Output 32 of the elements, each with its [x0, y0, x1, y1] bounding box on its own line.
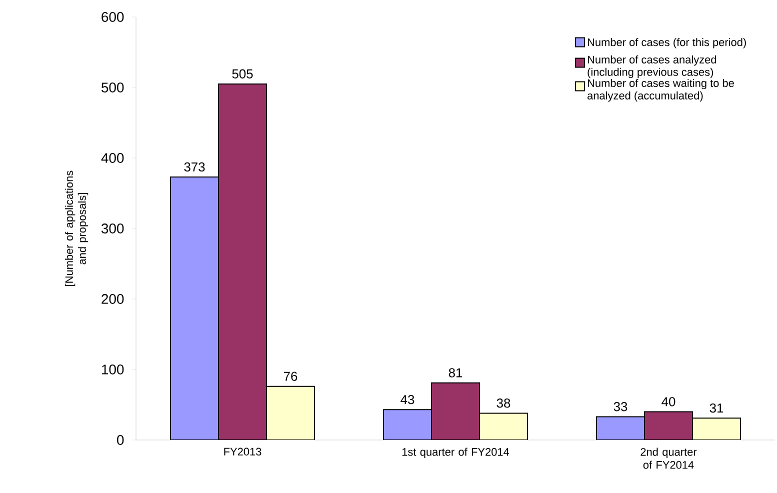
- x-tick-label: 2nd quarter of FY2014: [640, 448, 697, 469]
- bar: [644, 411, 694, 440]
- data-label: 31: [710, 403, 724, 413]
- y-tick-label: 400: [101, 153, 124, 163]
- data-label: 38: [496, 398, 510, 408]
- legend-label: Number of cases (for this period): [588, 38, 746, 48]
- y-tick-label: 600: [102, 12, 124, 22]
- data-label: 33: [614, 402, 628, 412]
- x-tick-label: 1st quarter of FY2014: [402, 448, 510, 458]
- bar: [218, 83, 268, 440]
- bar: [383, 409, 432, 440]
- bar: [479, 412, 528, 440]
- data-label: 43: [400, 394, 414, 404]
- x-tick-label: FY2013: [224, 448, 262, 456]
- y-tick-label: 100: [102, 364, 124, 374]
- bar: [596, 416, 646, 440]
- data-label: 81: [448, 368, 462, 378]
- y-tick-label: 200: [102, 294, 124, 304]
- data-label: 76: [284, 372, 298, 381]
- bar: [170, 176, 219, 440]
- y-axis-title: [Number of applications and proposals]: [64, 170, 88, 286]
- data-label: 373: [184, 162, 205, 172]
- data-label: 40: [662, 397, 676, 406]
- bar: [266, 386, 316, 440]
- data-label: 505: [232, 69, 253, 78]
- bar: [692, 418, 742, 440]
- y-tick-label: 300: [101, 224, 124, 234]
- legend-label: Number of cases waiting to be analyzed (accumulated): [588, 78, 734, 102]
- legend-label: Number of cases analyzed (including previous cases): [588, 55, 716, 78]
- y-tick-label: 500: [102, 82, 124, 92]
- bar: [431, 382, 480, 440]
- y-tick-label: 0: [117, 435, 124, 445]
